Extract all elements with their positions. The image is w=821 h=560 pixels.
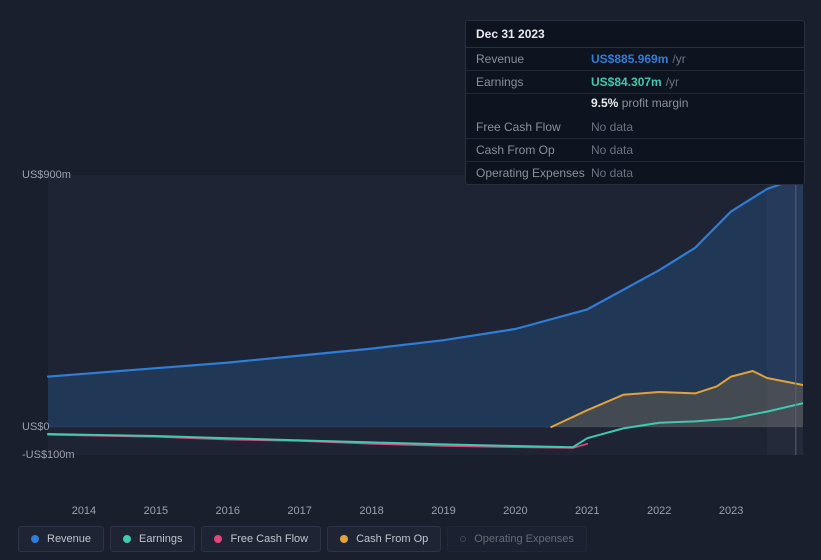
x-axis-labels: 2014 2015 2016 2017 2018 2019 2020 2021 2022 2023 [18,505,803,525]
tooltip-row: Operating ExpensesNo data [466,162,804,184]
x-axis-label: 2018 [359,505,383,517]
x-axis-label: 2022 [647,505,671,517]
x-axis-label: 2019 [431,505,455,517]
legend-item-earnings[interactable]: Earnings [110,526,195,552]
legend-label: Operating Expenses [474,533,574,545]
legend-item-free-cash-flow[interactable]: Free Cash Flow [201,526,321,552]
legend-label: Revenue [47,533,91,545]
tooltip-row: Cash From OpNo data [466,139,804,162]
chart-tooltip: Dec 31 2023 RevenueUS$885.969m/yrEarning… [465,20,805,185]
tooltip-row-label: Operating Expenses [476,166,591,180]
y-axis-label: US$0 [22,421,50,433]
tooltip-row: EarningsUS$84.307m/yr [466,71,804,94]
legend-dot-icon [340,535,348,543]
tooltip-date: Dec 31 2023 [466,21,804,48]
legend-item-revenue[interactable]: Revenue [18,526,104,552]
y-axis-label: -US$100m [22,449,75,461]
tooltip-row: Free Cash FlowNo data [466,116,804,139]
tooltip-row-label: Cash From Op [476,143,591,157]
y-axis-label: US$900m [22,169,71,181]
chart-legend: Revenue Earnings Free Cash Flow Cash From O… [18,526,587,552]
legend-dot-icon [123,535,131,543]
tooltip-row-value: No data [591,166,633,180]
legend-dot-icon [214,535,222,543]
chart-svg [18,155,803,505]
x-axis-label: 2016 [216,505,240,517]
x-axis-label: 2015 [144,505,168,517]
legend-label: Earnings [139,533,182,545]
tooltip-row-label: Earnings [476,75,591,89]
tooltip-profit-margin: 9.5% profit margin [466,94,804,116]
x-axis-label: 2017 [287,505,311,517]
chart-area[interactable] [18,155,803,505]
x-axis-label: 2021 [575,505,599,517]
legend-dot-icon [460,536,466,542]
legend-label: Cash From Op [356,533,428,545]
tooltip-row-value: US$885.969m/yr [591,52,686,66]
legend-item-cash-from-op[interactable]: Cash From Op [327,526,441,552]
x-axis-label: 2014 [72,505,96,517]
legend-dot-icon [31,535,39,543]
tooltip-rows: RevenueUS$885.969m/yrEarningsUS$84.307m/… [466,48,804,184]
tooltip-row-label: Free Cash Flow [476,120,591,134]
tooltip-row-value: No data [591,120,633,134]
tooltip-row-label: Revenue [476,52,591,66]
x-axis-label: 2020 [503,505,527,517]
legend-item-operating-expenses[interactable]: Operating Expenses [447,526,587,552]
legend-label: Free Cash Flow [230,533,308,545]
tooltip-row: RevenueUS$885.969m/yr [466,48,804,71]
tooltip-row-value: No data [591,143,633,157]
tooltip-row-value: US$84.307m/yr [591,75,679,89]
x-axis-label: 2023 [719,505,743,517]
